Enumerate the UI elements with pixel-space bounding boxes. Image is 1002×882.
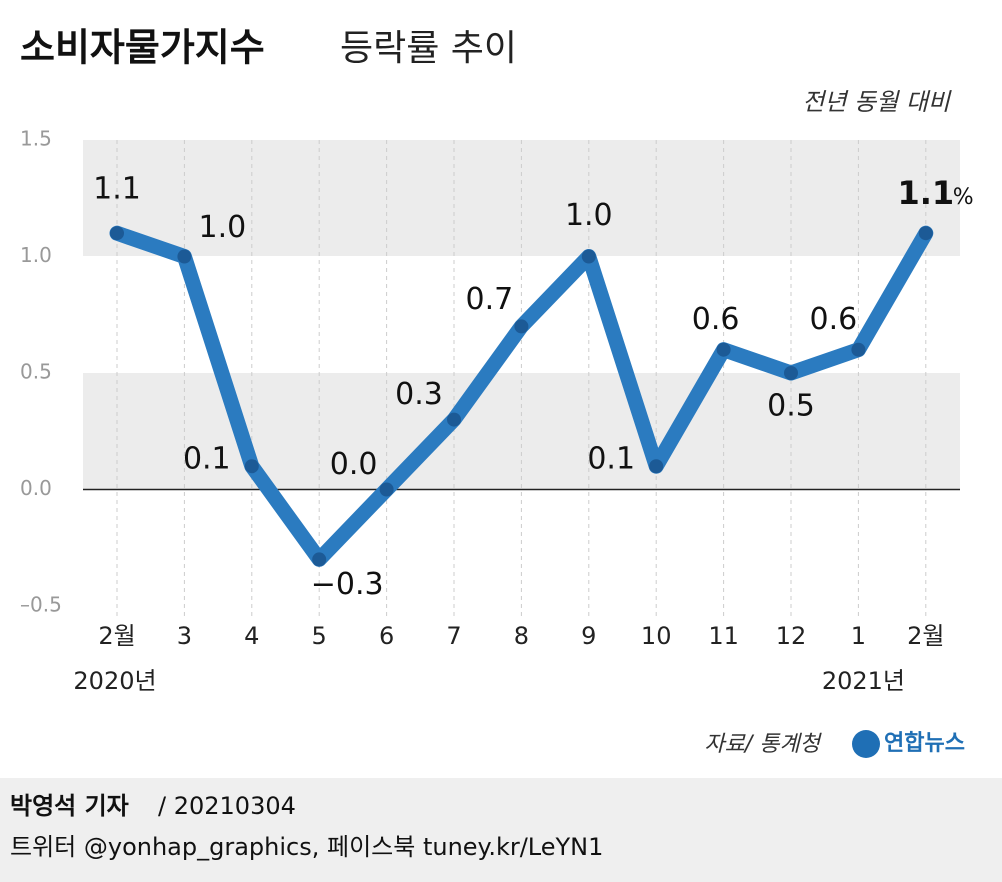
x-tick-label: 12 (776, 622, 807, 650)
x-tick-label: 1 (851, 622, 866, 650)
data-label: 0.1 (587, 442, 635, 477)
data-label: 0.5 (767, 389, 815, 424)
reporter: 박영석 기자 (10, 792, 129, 820)
point (581, 249, 596, 264)
y-tick-label: 1.5 (20, 127, 52, 151)
logo-icon (852, 730, 880, 758)
date: / 20210304 (158, 792, 296, 820)
chart-title-rest: 등락률 추이 (340, 28, 517, 69)
logo: 연합뉴스 (884, 730, 965, 756)
x-tick-label: 3 (177, 622, 192, 650)
x-tick-label: 7 (446, 622, 461, 650)
y-tick-label: 1.0 (20, 243, 52, 267)
y-tick-label: 0.0 (20, 476, 52, 500)
x-tick-label: 11 (708, 622, 739, 650)
footer-background (0, 778, 1002, 882)
unit: % (953, 185, 974, 210)
year-label: 2020년 (73, 667, 156, 695)
data-label: −0.3 (311, 567, 384, 602)
y-tick-label: 0.5 (20, 360, 52, 384)
chart-title: 소비자물가지수 (20, 26, 265, 70)
data-label: 1.1 (93, 172, 141, 207)
data-label: 0.6 (810, 302, 858, 337)
x-tick-label: 9 (581, 622, 596, 650)
x-tick-label: 2월 (98, 622, 135, 650)
source: 자료/ 통계청 (704, 732, 822, 757)
y-tick-label: –0.5 (20, 593, 62, 617)
data-label: 1.0 (565, 198, 613, 233)
point (177, 249, 192, 264)
point (918, 226, 933, 241)
point (244, 459, 259, 474)
data-label: 1.0 (199, 210, 247, 245)
data-label: 1.1 (897, 174, 954, 212)
point (649, 459, 664, 474)
point (514, 319, 529, 334)
data-label: 0.6 (692, 302, 740, 337)
year-label: 2021년 (822, 667, 905, 695)
point (312, 552, 327, 567)
point (716, 342, 731, 357)
point (851, 342, 866, 357)
point (379, 482, 394, 497)
x-tick-label: 6 (379, 622, 394, 650)
data-label: 0.7 (466, 282, 514, 317)
x-tick-label: 5 (312, 622, 327, 650)
point (447, 412, 461, 427)
x-tick-label: 8 (514, 622, 529, 650)
social: 트위터 @yonhap_graphics, 페이스북 tuney.kr/LeYN… (10, 833, 603, 861)
data-label: 0.0 (330, 447, 378, 482)
x-tick-label: 10 (641, 622, 672, 650)
subtitle: 전년 동월 대비 (802, 88, 952, 116)
x-tick-label: 2월 (907, 622, 944, 650)
x-tick-label: 4 (244, 622, 259, 650)
point (110, 226, 124, 241)
data-label: 0.1 (183, 442, 231, 477)
point (784, 366, 798, 380)
data-label: 0.3 (395, 377, 443, 412)
